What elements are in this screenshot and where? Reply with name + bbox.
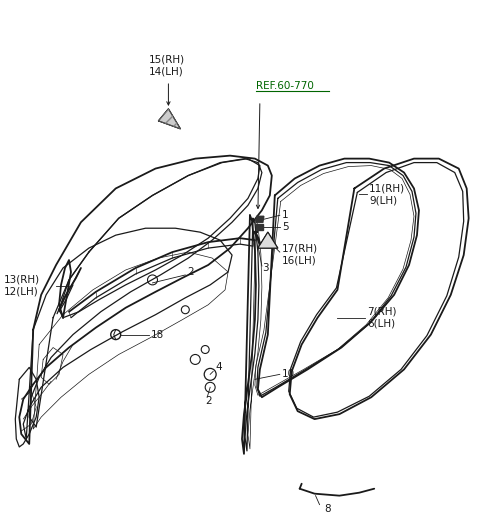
Polygon shape: [158, 109, 180, 129]
Text: 2: 2: [187, 267, 194, 277]
Text: 7(RH): 7(RH): [367, 307, 397, 317]
Text: 5: 5: [282, 222, 288, 232]
Text: 14(LH): 14(LH): [148, 66, 183, 76]
Text: 16(LH): 16(LH): [282, 255, 316, 265]
Text: 15(RH): 15(RH): [148, 54, 185, 64]
Text: 1: 1: [282, 210, 288, 220]
Polygon shape: [256, 224, 263, 230]
Text: 9(LH): 9(LH): [369, 196, 397, 206]
Text: 13(RH): 13(RH): [3, 275, 39, 285]
Text: 8: 8: [324, 504, 331, 514]
Text: 18: 18: [151, 330, 164, 340]
Text: 2: 2: [205, 396, 212, 406]
Polygon shape: [258, 232, 278, 248]
Text: 11(RH): 11(RH): [369, 183, 406, 193]
Text: 17(RH): 17(RH): [282, 243, 318, 253]
Text: 3: 3: [262, 263, 268, 273]
Text: REF.60-770: REF.60-770: [256, 81, 314, 91]
Text: 4: 4: [215, 363, 222, 373]
Text: 12(LH): 12(LH): [3, 287, 38, 297]
Polygon shape: [256, 216, 264, 222]
Text: 6(LH): 6(LH): [367, 319, 396, 329]
Text: 10: 10: [282, 369, 295, 379]
